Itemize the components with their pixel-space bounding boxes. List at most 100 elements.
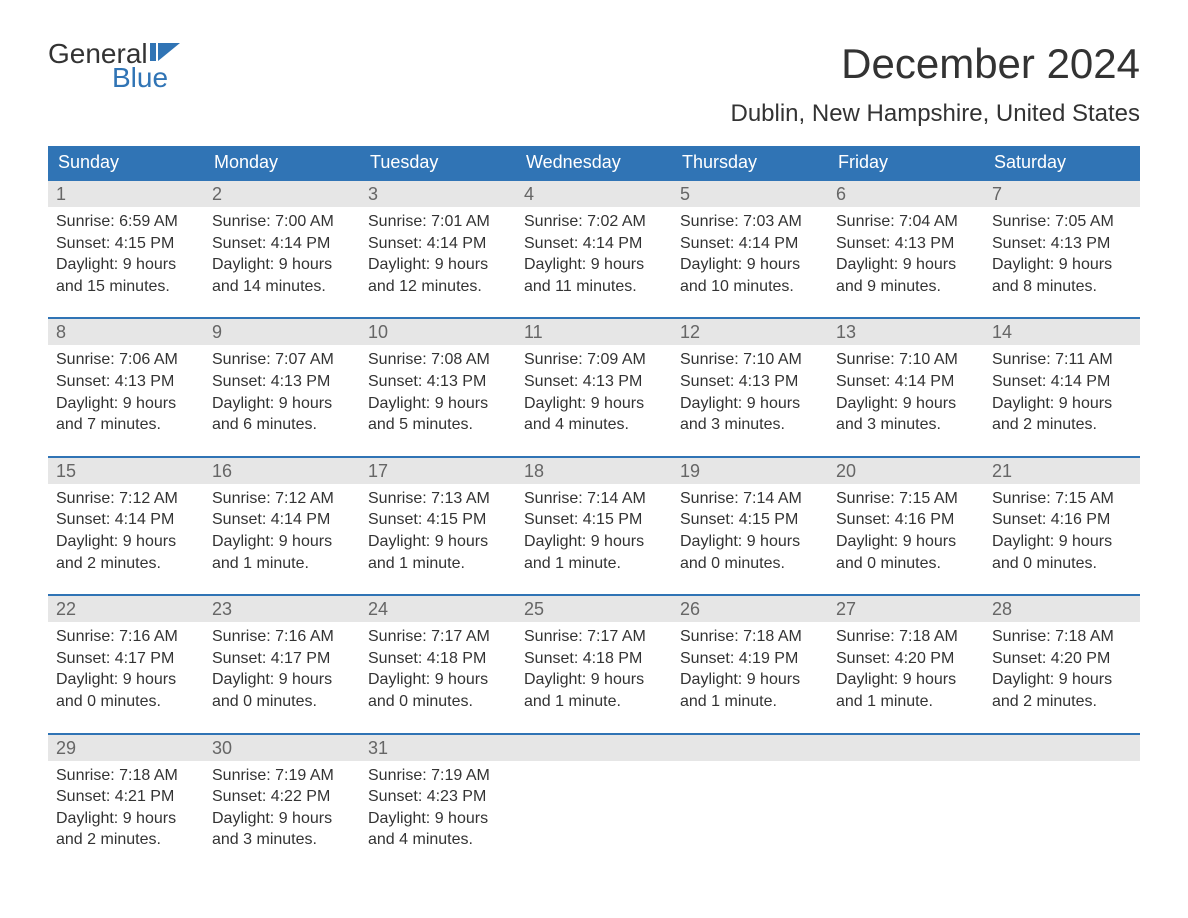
day-body: Sunrise: 7:00 AMSunset: 4:14 PMDaylight:… <box>204 207 360 303</box>
day-cell: 8Sunrise: 7:06 AMSunset: 4:13 PMDaylight… <box>48 319 204 441</box>
daylight-line-2: and 3 minutes. <box>680 414 820 436</box>
day-body: Sunrise: 7:04 AMSunset: 4:13 PMDaylight:… <box>828 207 984 303</box>
day-body: Sunrise: 7:16 AMSunset: 4:17 PMDaylight:… <box>204 622 360 718</box>
dow-cell: Friday <box>828 146 984 179</box>
day-body: Sunrise: 7:10 AMSunset: 4:13 PMDaylight:… <box>672 345 828 441</box>
day-body: Sunrise: 7:06 AMSunset: 4:13 PMDaylight:… <box>48 345 204 441</box>
sunset-line: Sunset: 4:13 PM <box>992 233 1132 255</box>
day-body: Sunrise: 7:05 AMSunset: 4:13 PMDaylight:… <box>984 207 1140 303</box>
sunrise-line: Sunrise: 7:09 AM <box>524 349 664 371</box>
sunset-line: Sunset: 4:14 PM <box>992 371 1132 393</box>
daylight-line-1: Daylight: 9 hours <box>680 669 820 691</box>
sunrise-line: Sunrise: 7:12 AM <box>56 488 196 510</box>
sunrise-line: Sunrise: 7:01 AM <box>368 211 508 233</box>
week-row: 8Sunrise: 7:06 AMSunset: 4:13 PMDaylight… <box>48 317 1140 441</box>
daylight-line-1: Daylight: 9 hours <box>836 669 976 691</box>
day-number: 9 <box>204 319 360 345</box>
header: General Blue December 2024 Dublin, New H… <box>48 40 1140 128</box>
daylight-line-1: Daylight: 9 hours <box>992 531 1132 553</box>
daylight-line-2: and 3 minutes. <box>212 829 352 851</box>
dow-cell: Tuesday <box>360 146 516 179</box>
day-number: 14 <box>984 319 1140 345</box>
day-cell: 5Sunrise: 7:03 AMSunset: 4:14 PMDaylight… <box>672 181 828 303</box>
daylight-line-1: Daylight: 9 hours <box>212 808 352 830</box>
daylight-line-2: and 5 minutes. <box>368 414 508 436</box>
day-cell: 2Sunrise: 7:00 AMSunset: 4:14 PMDaylight… <box>204 181 360 303</box>
sunset-line: Sunset: 4:22 PM <box>212 786 352 808</box>
day-body: Sunrise: 7:07 AMSunset: 4:13 PMDaylight:… <box>204 345 360 441</box>
day-number: 16 <box>204 458 360 484</box>
daylight-line-1: Daylight: 9 hours <box>836 254 976 276</box>
day-number: 11 <box>516 319 672 345</box>
dow-cell: Saturday <box>984 146 1140 179</box>
daylight-line-2: and 0 minutes. <box>836 553 976 575</box>
day-number: 1 <box>48 181 204 207</box>
sunrise-line: Sunrise: 7:13 AM <box>368 488 508 510</box>
day-cell: 10Sunrise: 7:08 AMSunset: 4:13 PMDayligh… <box>360 319 516 441</box>
day-cell: 30Sunrise: 7:19 AMSunset: 4:22 PMDayligh… <box>204 735 360 857</box>
day-cell: 15Sunrise: 7:12 AMSunset: 4:14 PMDayligh… <box>48 458 204 580</box>
logo: General Blue <box>48 40 180 92</box>
day-body: Sunrise: 7:11 AMSunset: 4:14 PMDaylight:… <box>984 345 1140 441</box>
day-cell: 14Sunrise: 7:11 AMSunset: 4:14 PMDayligh… <box>984 319 1140 441</box>
sunset-line: Sunset: 4:13 PM <box>56 371 196 393</box>
daylight-line-1: Daylight: 9 hours <box>836 531 976 553</box>
day-body: Sunrise: 7:14 AMSunset: 4:15 PMDaylight:… <box>672 484 828 580</box>
day-body: Sunrise: 7:17 AMSunset: 4:18 PMDaylight:… <box>516 622 672 718</box>
sunrise-line: Sunrise: 7:08 AM <box>368 349 508 371</box>
day-body: Sunrise: 7:18 AMSunset: 4:21 PMDaylight:… <box>48 761 204 857</box>
daylight-line-2: and 0 minutes. <box>680 553 820 575</box>
daylight-line-1: Daylight: 9 hours <box>56 531 196 553</box>
sunrise-line: Sunrise: 7:00 AM <box>212 211 352 233</box>
sunset-line: Sunset: 4:17 PM <box>56 648 196 670</box>
day-number: 18 <box>516 458 672 484</box>
daylight-line-1: Daylight: 9 hours <box>992 669 1132 691</box>
day-cell: 17Sunrise: 7:13 AMSunset: 4:15 PMDayligh… <box>360 458 516 580</box>
sunset-line: Sunset: 4:18 PM <box>368 648 508 670</box>
sunrise-line: Sunrise: 7:18 AM <box>992 626 1132 648</box>
daylight-line-1: Daylight: 9 hours <box>212 669 352 691</box>
day-number: 20 <box>828 458 984 484</box>
day-number: 7 <box>984 181 1140 207</box>
day-cell: 29Sunrise: 7:18 AMSunset: 4:21 PMDayligh… <box>48 735 204 857</box>
day-body: Sunrise: 7:10 AMSunset: 4:14 PMDaylight:… <box>828 345 984 441</box>
daylight-line-2: and 1 minute. <box>368 553 508 575</box>
day-body: Sunrise: 7:19 AMSunset: 4:23 PMDaylight:… <box>360 761 516 857</box>
day-cell: 27Sunrise: 7:18 AMSunset: 4:20 PMDayligh… <box>828 596 984 718</box>
daylight-line-2: and 0 minutes. <box>368 691 508 713</box>
daylight-line-2: and 10 minutes. <box>680 276 820 298</box>
daylight-line-1: Daylight: 9 hours <box>368 531 508 553</box>
dow-cell: Sunday <box>48 146 204 179</box>
sunrise-line: Sunrise: 7:16 AM <box>56 626 196 648</box>
week-row: 22Sunrise: 7:16 AMSunset: 4:17 PMDayligh… <box>48 594 1140 718</box>
day-number: 17 <box>360 458 516 484</box>
daylight-line-2: and 6 minutes. <box>212 414 352 436</box>
day-body: Sunrise: 7:08 AMSunset: 4:13 PMDaylight:… <box>360 345 516 441</box>
sunrise-line: Sunrise: 7:07 AM <box>212 349 352 371</box>
day-cell: 4Sunrise: 7:02 AMSunset: 4:14 PMDaylight… <box>516 181 672 303</box>
sunrise-line: Sunrise: 7:17 AM <box>368 626 508 648</box>
sunset-line: Sunset: 4:20 PM <box>836 648 976 670</box>
day-body <box>672 761 828 841</box>
day-number: 29 <box>48 735 204 761</box>
daylight-line-1: Daylight: 9 hours <box>680 531 820 553</box>
day-cell: 6Sunrise: 7:04 AMSunset: 4:13 PMDaylight… <box>828 181 984 303</box>
day-number: 22 <box>48 596 204 622</box>
day-body: Sunrise: 7:14 AMSunset: 4:15 PMDaylight:… <box>516 484 672 580</box>
sunset-line: Sunset: 4:13 PM <box>212 371 352 393</box>
day-body <box>984 761 1140 841</box>
day-body: Sunrise: 7:16 AMSunset: 4:17 PMDaylight:… <box>48 622 204 718</box>
sunrise-line: Sunrise: 7:02 AM <box>524 211 664 233</box>
day-number: 13 <box>828 319 984 345</box>
day-body: Sunrise: 7:01 AMSunset: 4:14 PMDaylight:… <box>360 207 516 303</box>
day-cell: 21Sunrise: 7:15 AMSunset: 4:16 PMDayligh… <box>984 458 1140 580</box>
sunset-line: Sunset: 4:20 PM <box>992 648 1132 670</box>
daylight-line-2: and 8 minutes. <box>992 276 1132 298</box>
flag-icon <box>150 42 180 70</box>
sunset-line: Sunset: 4:18 PM <box>524 648 664 670</box>
daylight-line-1: Daylight: 9 hours <box>524 393 664 415</box>
daylight-line-2: and 4 minutes. <box>368 829 508 851</box>
sunrise-line: Sunrise: 7:06 AM <box>56 349 196 371</box>
day-cell: 18Sunrise: 7:14 AMSunset: 4:15 PMDayligh… <box>516 458 672 580</box>
day-number: 25 <box>516 596 672 622</box>
